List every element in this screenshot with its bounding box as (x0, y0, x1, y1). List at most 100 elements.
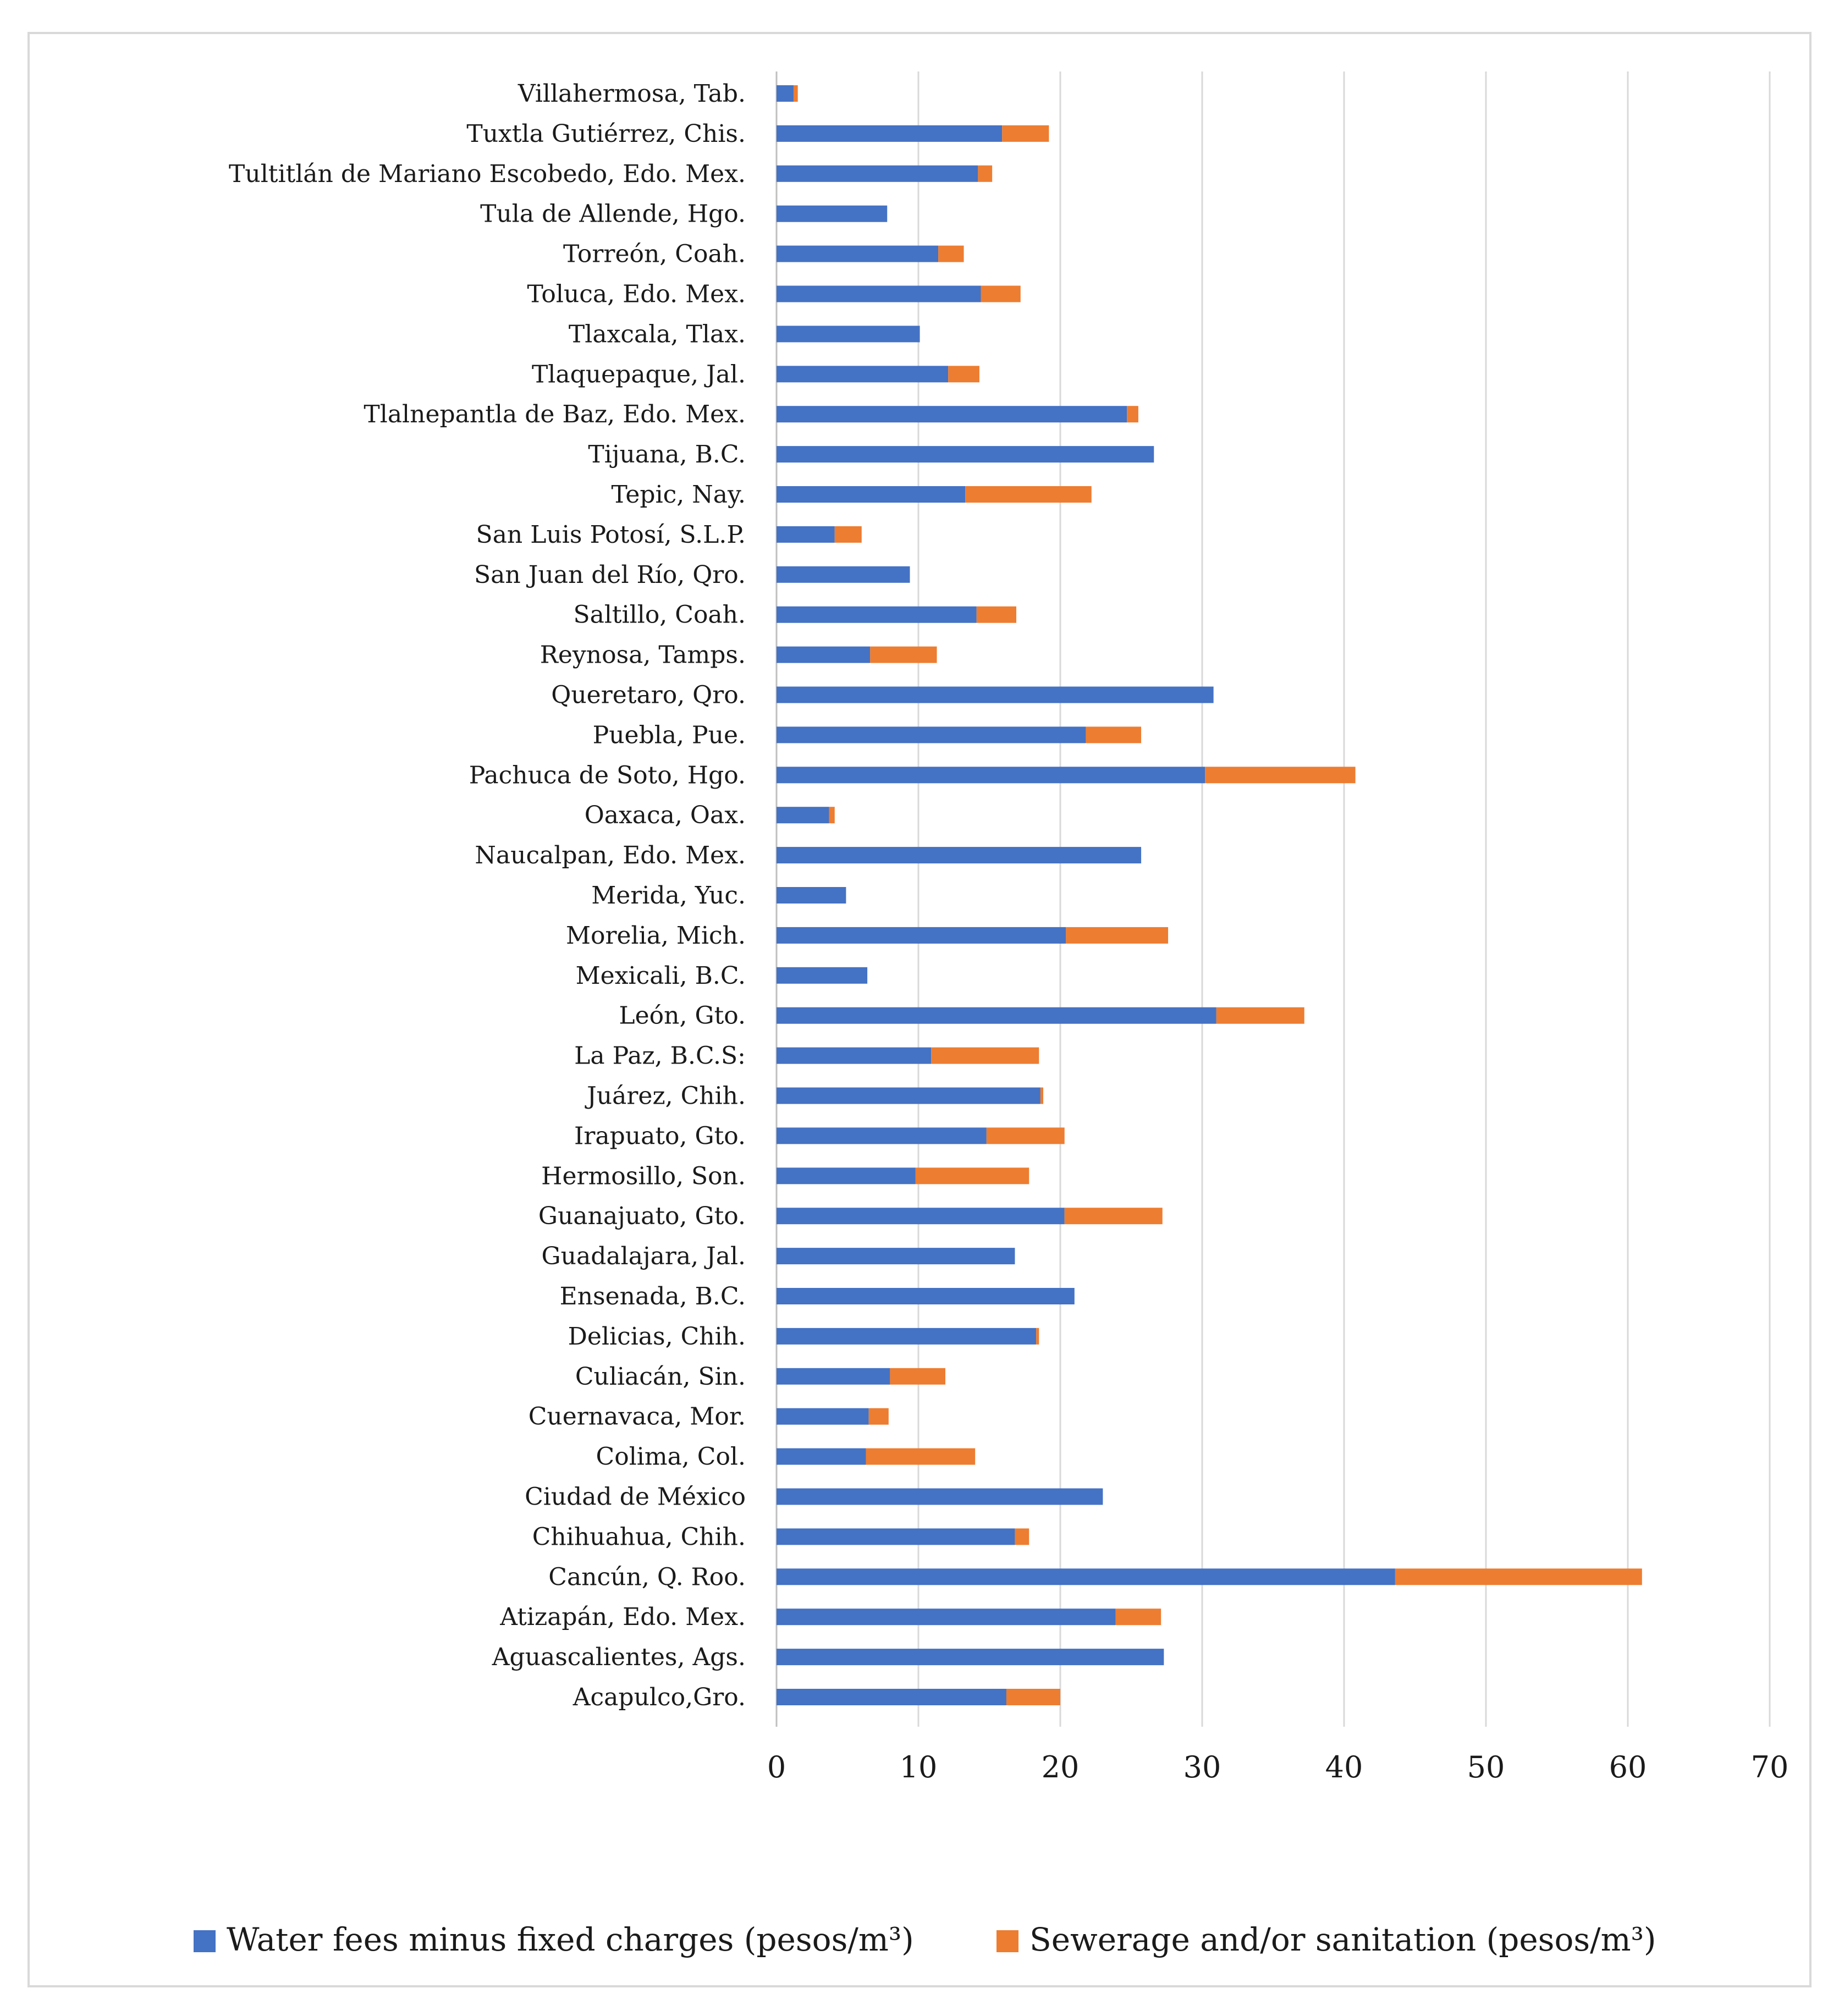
category-label: Pachuca de Soto, Hgo. (469, 761, 746, 789)
bar-sewerage (931, 1047, 1039, 1064)
bar-sewerage (793, 85, 798, 102)
x-tick-label: 40 (1325, 1750, 1363, 1784)
category-label: Juárez, Chih. (585, 1082, 746, 1110)
category-label: Tlalnepantla de Baz, Edo. Mex. (364, 400, 746, 428)
category-label: Cancún, Q. Roo. (548, 1563, 746, 1591)
category-label: Merida, Yuc. (591, 882, 746, 910)
x-tick-label: 50 (1467, 1750, 1505, 1784)
category-label: Morelia, Mich. (566, 922, 746, 950)
legend-label-sewerage: Sewerage and/or sanitation (pesos/m³) (1029, 1921, 1656, 1958)
bar-water (777, 1167, 916, 1185)
category-label: León, Gto. (619, 1002, 746, 1030)
bar-water (777, 366, 949, 383)
bar-water (777, 726, 1086, 743)
bar-sewerage (868, 1408, 889, 1425)
legend-label-water: Water fees minus fixed charges (pesos/m³… (227, 1921, 914, 1958)
category-label: Naucalpan, Edo. Mex. (475, 841, 746, 869)
bar-water (777, 807, 829, 824)
category-label: Tepic, Nay. (611, 481, 746, 509)
bar-water (777, 1568, 1395, 1585)
legend-swatch-sewerage (996, 1930, 1018, 1952)
category-label: Tultitlán de Mariano Escobedo, Edo. Mex. (229, 160, 746, 188)
bar-sewerage (986, 1127, 1065, 1144)
category-label: Irapuato, Gto. (574, 1122, 746, 1150)
category-labels: Villahermosa, Tab. Tuxtla Gutiérrez, Chis… (229, 80, 746, 1711)
bar-water (777, 606, 977, 623)
category-label: Hermosillo, Son. (541, 1162, 746, 1190)
bar-sewerage (978, 165, 993, 182)
category-label: Guanajuato, Gto. (538, 1202, 746, 1230)
category-label: Queretaro, Qro. (551, 681, 746, 709)
bar-water (777, 686, 1214, 703)
category-label: San Juan del Río, Qro. (474, 561, 746, 589)
x-tick-label: 60 (1609, 1750, 1647, 1784)
category-label: Oaxaca, Oax. (585, 801, 746, 829)
bar-water (777, 165, 978, 182)
bar-sewerage (915, 1167, 1029, 1185)
bar-water (777, 406, 1127, 423)
bar-water (777, 1248, 1015, 1265)
category-label: Atizapán, Edo. Mex. (499, 1603, 746, 1631)
bar-water (777, 1528, 1015, 1545)
category-label: Puebla, Pue. (593, 721, 746, 749)
bar-sewerage (866, 1448, 976, 1465)
category-label: Delicias, Chih. (568, 1323, 746, 1351)
bar-water (777, 125, 1003, 142)
bar-water (777, 486, 966, 503)
bar-water (777, 526, 835, 543)
bar-water (777, 1488, 1103, 1505)
category-label: Tlaquepaque, Jal. (532, 360, 746, 388)
bar-water (777, 767, 1205, 784)
bar-water (777, 646, 871, 663)
category-label: Saltillo, Coah. (573, 601, 746, 629)
category-label: Villahermosa, Tab. (517, 80, 746, 108)
bar-sewerage (1006, 1689, 1060, 1705)
category-label: Tula de Allende, Hgo. (480, 200, 746, 228)
category-label: Culiacán, Sin. (575, 1363, 746, 1391)
bar-water (777, 1007, 1216, 1024)
bar-sewerage (1036, 1328, 1039, 1345)
category-label: Acapulco,Gro. (572, 1683, 746, 1711)
bar-water (777, 1448, 866, 1465)
bar-sewerage (938, 245, 964, 262)
bar-sewerage (870, 646, 937, 663)
bar-sewerage (1064, 1208, 1163, 1225)
bar-sewerage (1066, 927, 1169, 944)
bar-water (777, 967, 868, 984)
category-label: Toluca, Edo. Mex. (527, 280, 746, 309)
bar-water (777, 446, 1154, 463)
bar-water (777, 1047, 932, 1064)
category-label: La Paz, B.C.S: (574, 1042, 746, 1070)
bar-water (777, 1208, 1065, 1225)
category-label: Cuernavaca, Mor. (528, 1403, 746, 1431)
category-label: Mexicali, B.C. (576, 962, 746, 990)
bar-water (777, 326, 920, 343)
bar-water (777, 1609, 1116, 1626)
bar-sewerage (965, 486, 1092, 503)
bar-water (777, 847, 1142, 864)
category-label: Torreón, Coah. (563, 240, 746, 268)
legend-swatch-water (194, 1930, 216, 1952)
bars (777, 85, 1642, 1705)
bar-water (777, 1649, 1164, 1666)
bar-sewerage (1127, 406, 1138, 423)
category-label: Ensenada, B.C. (560, 1282, 746, 1310)
bar-water (777, 1127, 987, 1144)
category-label: Tuxtla Gutiérrez, Chis. (466, 120, 746, 148)
bar-sewerage (948, 366, 979, 383)
bar-sewerage (834, 526, 862, 543)
x-axis-tick-labels: 0 10 20 30 40 50 60 70 (767, 1750, 1789, 1784)
bar-water (777, 1368, 890, 1385)
bar-water (777, 245, 939, 262)
category-label: Aguascalientes, Ags. (492, 1643, 746, 1671)
bar-water (777, 205, 888, 222)
x-tick-label: 0 (767, 1750, 786, 1784)
bar-water (777, 927, 1066, 944)
x-tick-label: 10 (900, 1750, 938, 1784)
bar-sewerage (1002, 125, 1049, 142)
bar-sewerage (1205, 767, 1356, 784)
bar-water (777, 1689, 1006, 1705)
bar-water (777, 85, 794, 102)
bar-sewerage (890, 1368, 946, 1385)
